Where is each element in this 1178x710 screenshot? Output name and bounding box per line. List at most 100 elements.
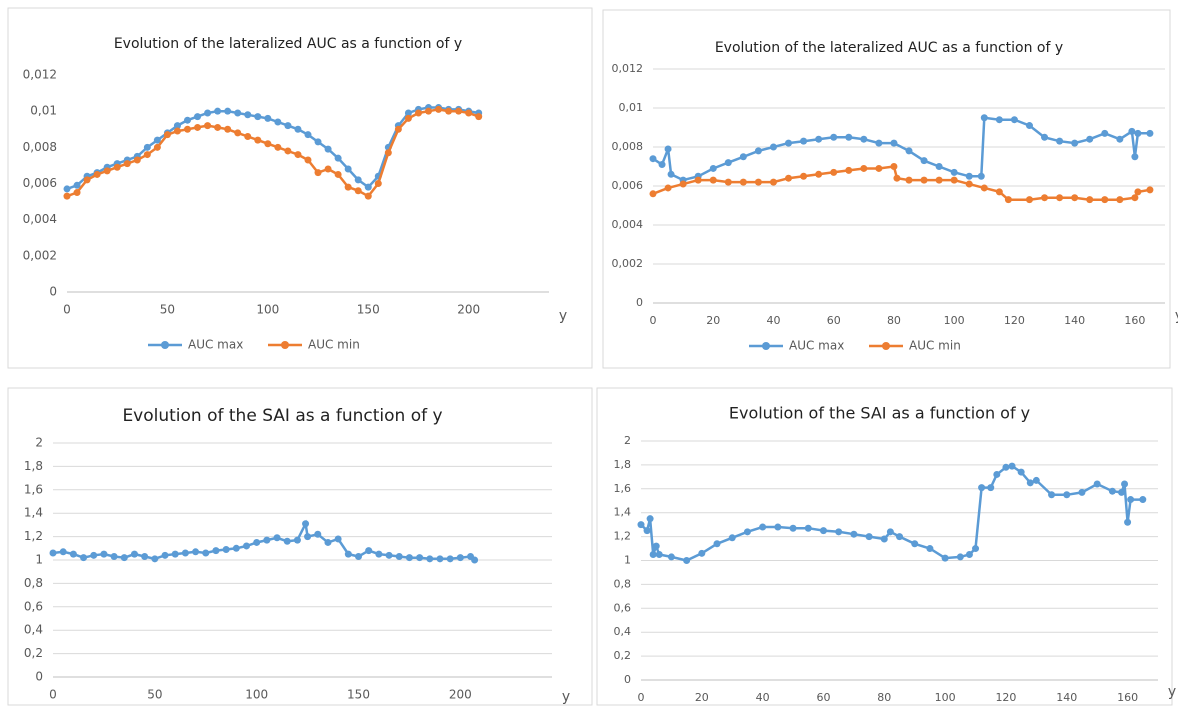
data-point <box>935 176 943 184</box>
data-point <box>655 551 663 559</box>
data-point <box>49 549 57 557</box>
data-point <box>324 538 332 546</box>
data-point <box>1078 488 1086 496</box>
data-point <box>90 551 98 559</box>
chart-panel: Evolution of the lateralized AUC as a fu… <box>602 9 1178 369</box>
panel-border <box>7 387 593 706</box>
data-point <box>234 129 242 137</box>
data-point <box>709 176 717 184</box>
x-tick-label: 100 <box>944 314 965 327</box>
data-point <box>893 174 901 182</box>
data-point <box>224 125 232 133</box>
chart-title: Evolution of the lateralized AUC as a fu… <box>715 40 1063 56</box>
data-point <box>1025 122 1033 130</box>
data-point <box>1134 188 1142 196</box>
y-tick-label: 1,8 <box>614 458 632 471</box>
data-point <box>1128 127 1136 135</box>
data-point <box>385 551 393 559</box>
data-point <box>426 555 434 563</box>
data-point <box>63 192 71 200</box>
data-point <box>860 135 868 143</box>
data-point <box>920 176 928 184</box>
data-point <box>384 149 392 157</box>
x-tick-label: 80 <box>877 691 891 704</box>
data-point <box>334 170 342 178</box>
legend-marker <box>762 342 770 350</box>
data-point <box>993 470 1001 478</box>
data-point <box>284 122 292 130</box>
data-point <box>365 547 373 555</box>
data-point <box>232 544 240 552</box>
data-point <box>304 131 312 139</box>
data-point <box>293 536 301 544</box>
data-point <box>100 550 108 558</box>
data-point <box>643 527 651 535</box>
data-point <box>395 552 403 560</box>
data-point <box>344 183 352 191</box>
data-point <box>835 528 843 536</box>
data-point <box>173 122 181 130</box>
data-point <box>69 550 77 558</box>
data-point <box>1002 463 1010 471</box>
data-point <box>475 113 483 121</box>
chart-panel: Evolution of the SAI as a function of y 0… <box>7 387 593 706</box>
data-point <box>769 143 777 151</box>
data-point <box>435 105 443 113</box>
data-point <box>264 140 272 148</box>
data-point <box>171 550 179 558</box>
data-point <box>980 184 988 192</box>
data-point <box>950 176 958 184</box>
data-point <box>181 549 189 557</box>
x-tick-label: 160 <box>1117 691 1138 704</box>
data-point <box>698 549 706 557</box>
data-point <box>1063 491 1071 499</box>
data-point <box>184 116 191 124</box>
data-point <box>202 549 210 557</box>
data-point <box>123 160 131 168</box>
data-point <box>143 151 151 159</box>
data-point <box>324 165 332 173</box>
data-point <box>173 127 181 135</box>
data-point <box>294 151 302 159</box>
data-point <box>911 540 919 548</box>
data-point <box>830 168 838 176</box>
data-point <box>978 484 986 492</box>
data-point <box>73 181 81 189</box>
data-point <box>1025 196 1033 204</box>
data-point <box>436 555 444 563</box>
data-point <box>194 123 202 131</box>
data-point <box>800 137 808 145</box>
data-point <box>667 553 675 561</box>
data-point <box>664 145 672 153</box>
data-point <box>153 143 161 151</box>
x-tick-label: 120 <box>995 691 1016 704</box>
data-point <box>950 168 958 176</box>
data-point <box>244 111 252 119</box>
data-point <box>637 521 645 529</box>
x-axis-label: y <box>559 308 567 324</box>
y-tick-label: 0,6 <box>24 599 43 613</box>
data-point <box>1086 135 1094 143</box>
data-point <box>394 125 402 133</box>
data-point <box>1131 153 1139 161</box>
x-tick-label: 200 <box>449 688 472 702</box>
data-point <box>658 161 666 169</box>
data-point <box>302 520 310 528</box>
data-point <box>1032 476 1040 484</box>
data-point <box>354 176 362 184</box>
data-point <box>416 554 424 562</box>
data-point <box>93 170 101 178</box>
data-point <box>905 147 913 155</box>
data-point <box>965 172 973 180</box>
data-point <box>896 533 903 541</box>
y-tick-label: 1,2 <box>614 530 632 543</box>
y-tick-label: 0,6 <box>614 601 632 614</box>
data-point <box>709 164 717 172</box>
data-point <box>334 154 342 162</box>
data-point <box>192 548 200 556</box>
y-tick-label: 1,4 <box>24 506 43 520</box>
data-point <box>283 537 291 545</box>
y-tick-label: 1,4 <box>614 506 632 519</box>
y-tick-label: 0,006 <box>612 179 644 192</box>
data-point <box>59 548 67 556</box>
